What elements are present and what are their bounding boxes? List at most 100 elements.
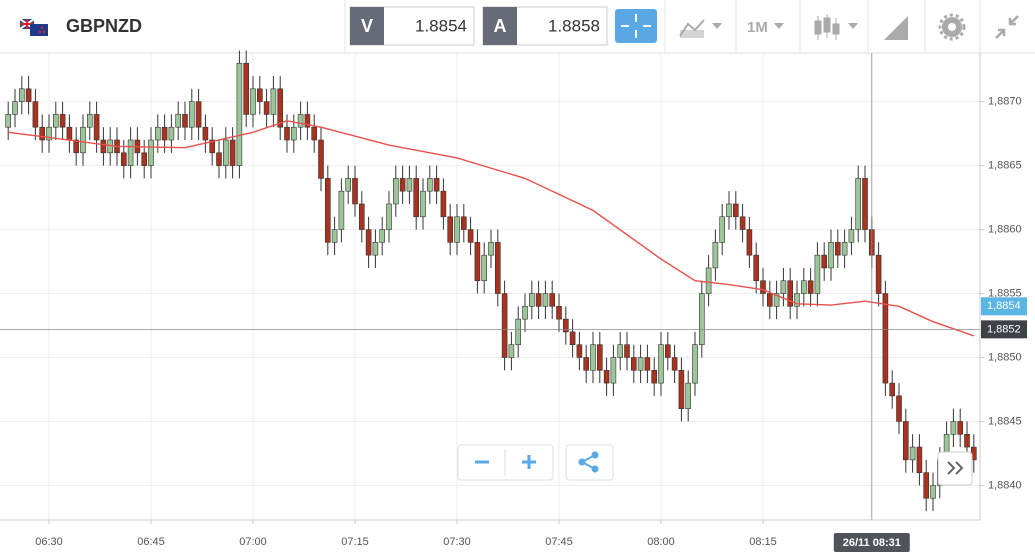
- y-tick-label: 1,8870: [988, 96, 1022, 108]
- candle-body: [440, 190, 447, 218]
- candle-body: [460, 216, 467, 230]
- candle-body: [583, 357, 590, 371]
- scroll-right-button[interactable]: [937, 451, 973, 486]
- candle-body: [263, 101, 270, 115]
- candle-body: [189, 101, 195, 128]
- candle-body: [841, 242, 848, 256]
- candle-body: [556, 306, 562, 320]
- candle-body: [12, 101, 18, 115]
- x-tick-label: 07:15: [341, 536, 369, 548]
- candle-body: [39, 126, 46, 141]
- candle-body: [345, 178, 352, 192]
- candle-body: [596, 344, 603, 371]
- candle-body: [127, 139, 134, 166]
- ask-tag: [483, 7, 517, 45]
- drawing-button[interactable]: [884, 16, 908, 40]
- candle-body: [576, 344, 583, 358]
- y-tick-label: 1,8860: [988, 223, 1022, 235]
- candle-body: [637, 357, 644, 371]
- timeframe[interactable]: 1M: [747, 19, 768, 36]
- candle-body: [766, 293, 773, 307]
- candle-body: [32, 101, 39, 128]
- zoom-controls: [457, 444, 614, 481]
- candle-body: [909, 446, 916, 461]
- x-tick-label: 08:00: [647, 536, 675, 548]
- y-tick-label: 1,8850: [988, 351, 1022, 363]
- candle-body: [352, 178, 358, 205]
- y-tick-label: 1,8840: [988, 479, 1022, 491]
- candle-body: [698, 293, 705, 346]
- candle-body: [93, 114, 100, 141]
- candle-body: [494, 242, 501, 294]
- candle-body: [800, 280, 807, 294]
- candle-body: [324, 178, 331, 243]
- candle-body: [773, 293, 780, 307]
- crosshair-button[interactable]: [615, 9, 657, 43]
- y-tick-label: 1,8855: [988, 287, 1022, 299]
- candle-body: [549, 293, 556, 307]
- candle-body: [719, 216, 726, 243]
- bid-marker: [981, 297, 1027, 316]
- candle-body: [379, 229, 386, 243]
- candle-body: [474, 242, 481, 282]
- candle-body: [386, 203, 392, 230]
- candle-body: [644, 357, 651, 371]
- candle-body: [787, 280, 794, 307]
- candle-body: [87, 114, 93, 128]
- x-tick-label: 08:15: [749, 536, 777, 548]
- candle-body: [467, 229, 474, 243]
- candle-body: [875, 254, 882, 294]
- candle-body: [760, 280, 766, 294]
- candle-body: [617, 344, 624, 358]
- candle-body: [318, 139, 324, 179]
- zoom-in[interactable]: [522, 455, 536, 469]
- crosshair-y-label: 1,8852: [987, 323, 1021, 335]
- candle-body: [406, 178, 413, 192]
- candle-body: [168, 126, 175, 141]
- candle-body: [447, 216, 454, 243]
- candle-body: [610, 357, 617, 384]
- chart-type-button[interactable]: [679, 19, 722, 38]
- y-tick-label: 1,8845: [988, 415, 1022, 427]
- candle-body: [358, 203, 365, 230]
- crosshair-y-marker: [981, 320, 1027, 339]
- candle-body: [454, 216, 460, 243]
- moving-average: [8, 120, 975, 337]
- candle-body: [542, 293, 549, 307]
- candle-body: [290, 126, 297, 141]
- candle-body: [100, 139, 107, 154]
- candle-body: [950, 421, 957, 435]
- candle-body: [957, 421, 964, 435]
- candle-body: [855, 178, 862, 230]
- candle-body: [739, 216, 746, 230]
- candle-body: [399, 178, 406, 192]
- share-button[interactable]: [565, 444, 614, 481]
- candle-body: [753, 254, 760, 282]
- candle-body: [569, 331, 576, 346]
- candle-body: [216, 152, 222, 166]
- candle-body: [155, 126, 161, 141]
- y-tick-label: 1,8865: [988, 159, 1022, 171]
- candle-body: [297, 114, 304, 128]
- candle-body: [678, 370, 685, 409]
- candle-body: [712, 242, 719, 269]
- candle-body: [488, 242, 494, 256]
- candle-body: [508, 344, 515, 358]
- candle-body: [590, 344, 596, 371]
- candle-body: [284, 126, 290, 141]
- candle-body: [195, 101, 202, 128]
- settings-button[interactable]: [938, 13, 966, 41]
- x-tick-label: 06:45: [137, 536, 165, 548]
- collapse-button[interactable]: [995, 15, 1019, 39]
- candle-style-button[interactable]: [814, 14, 858, 40]
- candle-body: [630, 357, 637, 371]
- candle-body: [658, 344, 664, 384]
- candle-body: [420, 190, 426, 218]
- candle-body: [121, 152, 127, 166]
- candle-body: [5, 114, 11, 128]
- candle-body: [182, 114, 188, 128]
- x-tick-label: 07:00: [239, 536, 267, 548]
- candle-body: [515, 318, 522, 346]
- candle-body: [964, 433, 970, 448]
